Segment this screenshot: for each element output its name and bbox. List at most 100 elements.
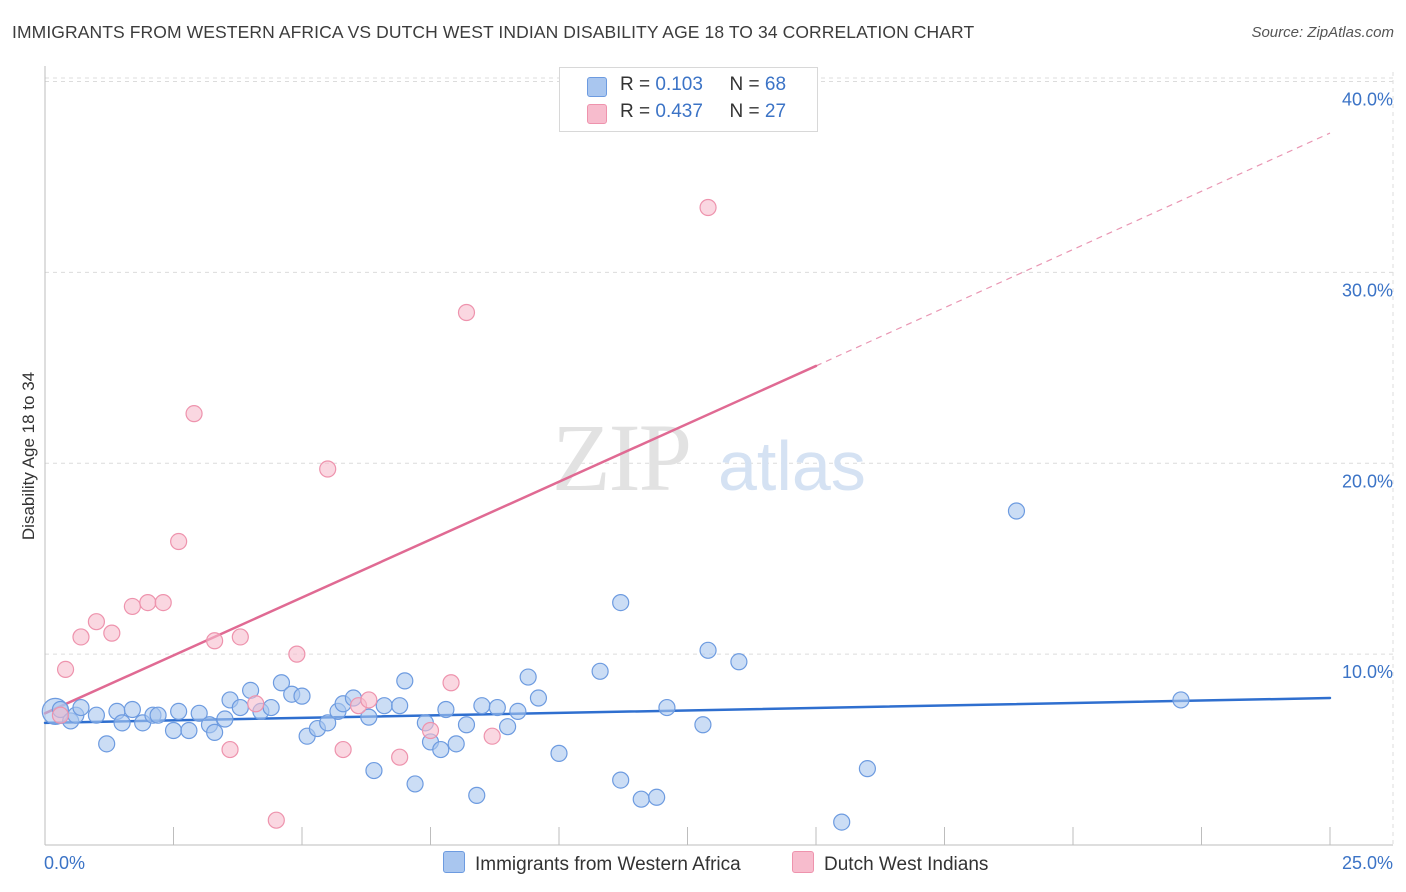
n-value: 68: [764, 74, 787, 95]
y-tick-label: 30.0%: [1342, 280, 1393, 300]
point-series-0: [519, 668, 537, 686]
y-axis-label: Disability Age 18 to 34: [19, 372, 38, 540]
point-series-0: [123, 700, 141, 719]
point-series-1: [421, 721, 440, 740]
point-series-1: [334, 740, 352, 759]
chart-title: IMMIGRANTS FROM WESTERN AFRICA VS DUTCH …: [12, 22, 975, 42]
data-points: [41, 88, 1190, 831]
point-series-0: [164, 721, 183, 740]
point-series-0: [87, 706, 106, 724]
point-series-1: [221, 740, 239, 759]
point-series-1: [72, 628, 90, 646]
point-series-0: [113, 714, 131, 732]
point-series-0: [468, 786, 486, 804]
stats-legend: R = 0.103 N = 68 R = 0.437 N = 27: [559, 67, 818, 132]
point-series-1: [206, 632, 224, 650]
point-series-0: [833, 813, 851, 831]
watermark: ZIP atlas: [552, 404, 866, 511]
x-tick-label-max: 25.0%: [1342, 853, 1393, 873]
point-series-1: [170, 532, 188, 551]
point-series-0: [648, 788, 666, 806]
point-series-0: [262, 698, 280, 717]
point-series-0: [319, 714, 337, 732]
point-series-0: [730, 653, 748, 671]
point-series-0: [509, 702, 527, 720]
watermark-atlas: atlas: [718, 427, 866, 505]
y-tick-label: 40.0%: [1342, 90, 1393, 110]
source-credit: Source: ZipAtlas.com: [1251, 24, 1394, 41]
point-series-0: [432, 740, 450, 759]
point-series-0: [699, 641, 717, 659]
point-series-0: [550, 744, 568, 762]
point-series-0: [632, 790, 650, 808]
point-series-0: [72, 698, 90, 717]
trend-extension-series-1: [815, 132, 1331, 367]
point-series-1: [319, 460, 337, 478]
point-series-1: [391, 748, 409, 766]
point-series-1: [139, 594, 157, 612]
point-series-1: [56, 660, 75, 679]
point-series-0: [206, 723, 224, 741]
point-series-1: [699, 198, 717, 217]
point-series-0: [98, 735, 116, 753]
r-value: 0.437: [655, 101, 703, 122]
legend-label-western-africa: Immigrants from Western Africa: [475, 854, 741, 875]
r-label: R =: [620, 74, 651, 95]
swatch-dutch-west-indians: [587, 104, 607, 124]
point-series-1: [51, 706, 70, 724]
legend-item-western-africa: Immigrants from Western Africa: [443, 851, 741, 876]
point-series-1: [185, 405, 203, 423]
legend-label-dutch-west-indians: Dutch West Indians: [824, 854, 989, 875]
point-series-1: [360, 691, 378, 709]
point-series-1: [231, 628, 249, 646]
n-label: N =: [729, 101, 760, 122]
point-series-1: [267, 811, 285, 829]
x-tick-label-min: 0.0%: [44, 853, 85, 873]
y-tick-label: 10.0%: [1342, 662, 1393, 682]
point-series-1: [154, 594, 172, 612]
point-series-0: [499, 718, 517, 736]
point-series-0: [437, 700, 455, 719]
point-series-0: [149, 706, 167, 724]
legend-swatch-dutch-west-indians: [792, 851, 814, 873]
point-series-0: [612, 771, 630, 789]
point-series-0: [190, 704, 208, 722]
point-series-0: [473, 697, 491, 715]
point-series-1: [457, 303, 476, 322]
point-series-0: [488, 698, 506, 717]
point-series-1: [483, 727, 501, 745]
point-series-0: [1172, 691, 1190, 709]
n-label: N =: [729, 74, 760, 95]
grid-lines: [45, 72, 1394, 845]
point-series-0: [529, 689, 548, 707]
point-series-0: [457, 716, 476, 734]
point-series-0: [231, 698, 249, 717]
point-series-0: [391, 697, 409, 715]
trend-line-series-1: [43, 364, 818, 715]
point-series-0: [180, 721, 198, 740]
point-series-0: [447, 735, 465, 753]
point-series-0: [406, 775, 424, 793]
point-series-1: [288, 645, 306, 663]
point-series-0: [360, 708, 378, 726]
point-series-1: [103, 624, 121, 642]
point-series-0: [858, 760, 877, 778]
point-series-0: [293, 687, 311, 705]
point-series-0: [375, 697, 393, 715]
point-series-0: [396, 672, 414, 690]
point-series-0: [658, 698, 676, 717]
swatch-western-africa: [587, 77, 607, 97]
point-series-0: [216, 710, 234, 728]
watermark-zip: ZIP: [552, 404, 690, 511]
point-series-0: [694, 716, 712, 734]
point-series-1: [87, 613, 106, 631]
point-series-0: [170, 702, 188, 720]
legend-swatch-western-africa: [443, 851, 465, 873]
point-series-1: [247, 695, 265, 713]
point-series-0: [365, 761, 383, 780]
r-label: R =: [620, 101, 651, 122]
tick-labels: 10.0% 20.0% 30.0% 40.0% 0.0% 25.0%: [44, 90, 1393, 873]
point-series-0: [272, 674, 291, 692]
point-series-1: [123, 597, 141, 616]
